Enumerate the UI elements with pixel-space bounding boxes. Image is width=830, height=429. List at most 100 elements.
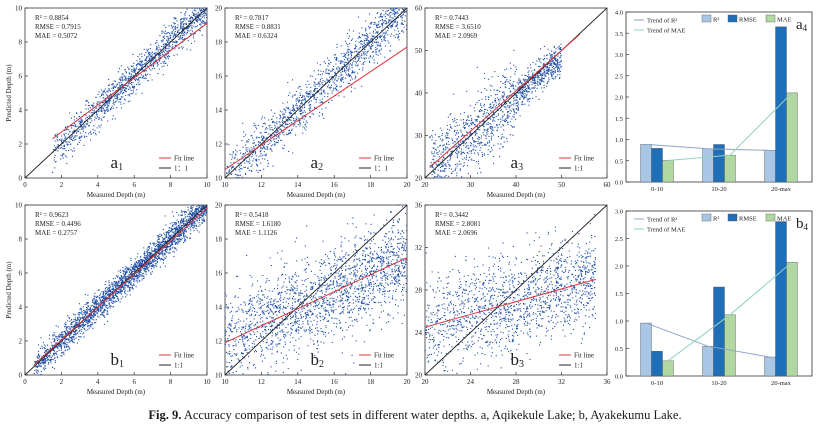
data-point: [378, 16, 380, 18]
data-point: [386, 10, 388, 12]
data-point: [142, 63, 144, 65]
data-point: [170, 242, 172, 244]
data-point: [324, 80, 326, 82]
data-point: [104, 110, 106, 112]
data-point: [113, 86, 115, 88]
data-point: [173, 35, 175, 37]
data-point: [279, 118, 281, 120]
data-point: [184, 19, 186, 21]
data-point: [36, 371, 38, 373]
data-point: [112, 286, 114, 288]
data-point: [358, 48, 360, 50]
data-point: [61, 135, 63, 137]
data-point: [437, 169, 439, 171]
data-point: [527, 71, 529, 73]
data-point: [460, 150, 462, 152]
data-point: [390, 25, 392, 27]
data-point: [304, 104, 306, 106]
data-point: [274, 144, 276, 146]
data-point: [69, 131, 71, 133]
data-point: [129, 290, 131, 292]
data-point: [79, 139, 81, 142]
data-point: [433, 159, 435, 161]
data-point: [90, 104, 93, 106]
legend-bar-swatch: [701, 14, 712, 23]
data-point: [371, 38, 373, 40]
data-point: [483, 113, 485, 115]
data-point: [129, 76, 131, 78]
data-point: [114, 92, 116, 94]
data-point: [301, 103, 303, 105]
data-point: [485, 96, 487, 98]
data-point: [388, 13, 390, 15]
data-point: [347, 46, 349, 48]
data-point: [77, 313, 79, 316]
data-point: [161, 51, 164, 53]
data-point: [351, 51, 354, 53]
data-point: [516, 102, 518, 104]
data-point: [86, 323, 88, 325]
data-point: [376, 12, 378, 14]
data-point: [479, 110, 481, 113]
x-tick-label: 20-max: [771, 186, 792, 193]
data-point: [486, 133, 488, 135]
data-point: [499, 91, 501, 93]
data-point: [174, 41, 176, 43]
data-point: [284, 116, 286, 118]
data-point: [199, 30, 201, 32]
data-point: [432, 147, 434, 149]
data-point: [440, 163, 442, 165]
data-point: [349, 50, 351, 52]
data-point: [117, 88, 119, 90]
data-point: [151, 259, 154, 262]
data-point: [86, 116, 88, 118]
data-point: [116, 107, 118, 109]
data-point: [475, 141, 477, 143]
data-point: [447, 175, 450, 177]
data-point: [509, 62, 511, 64]
data-point: [288, 94, 290, 96]
data-point: [190, 29, 192, 31]
data-point: [467, 116, 469, 118]
data-point: [354, 87, 356, 89]
data-point: [103, 97, 105, 99]
data-point: [474, 145, 476, 147]
data-point: [170, 241, 172, 243]
data-point: [539, 70, 541, 73]
data-point: [458, 132, 460, 134]
data-point: [396, 24, 398, 27]
y-tick-label: 6: [19, 270, 23, 278]
data-point: [560, 60, 562, 62]
data-point: [116, 97, 118, 99]
data-point: [430, 161, 432, 163]
data-point: [345, 66, 347, 68]
data-point: [514, 93, 516, 95]
data-point: [517, 109, 519, 111]
data-point: [560, 55, 562, 57]
data-point: [344, 77, 346, 79]
stats-label: R² = 0.8854: [35, 14, 69, 22]
data-point: [176, 228, 178, 230]
data-point: [375, 46, 377, 48]
data-point: [95, 322, 97, 324]
stats-label: R² = 0.7443: [435, 14, 469, 22]
data-point: [288, 150, 290, 153]
data-point: [137, 281, 139, 283]
data-point: [331, 69, 333, 71]
data-point: [381, 18, 383, 20]
data-point: [329, 86, 331, 88]
data-point: [269, 129, 271, 131]
data-point: [138, 84, 140, 86]
data-point: [472, 121, 474, 123]
data-point: [480, 135, 483, 137]
data-point: [289, 113, 291, 115]
data-point: [531, 70, 533, 72]
data-point: [313, 70, 315, 72]
data-point: [162, 54, 164, 56]
data-point: [503, 94, 505, 96]
data-point: [528, 82, 530, 84]
data-point: [78, 130, 80, 133]
data-point: [111, 105, 113, 107]
data-point: [132, 91, 134, 93]
data-point: [65, 333, 67, 336]
